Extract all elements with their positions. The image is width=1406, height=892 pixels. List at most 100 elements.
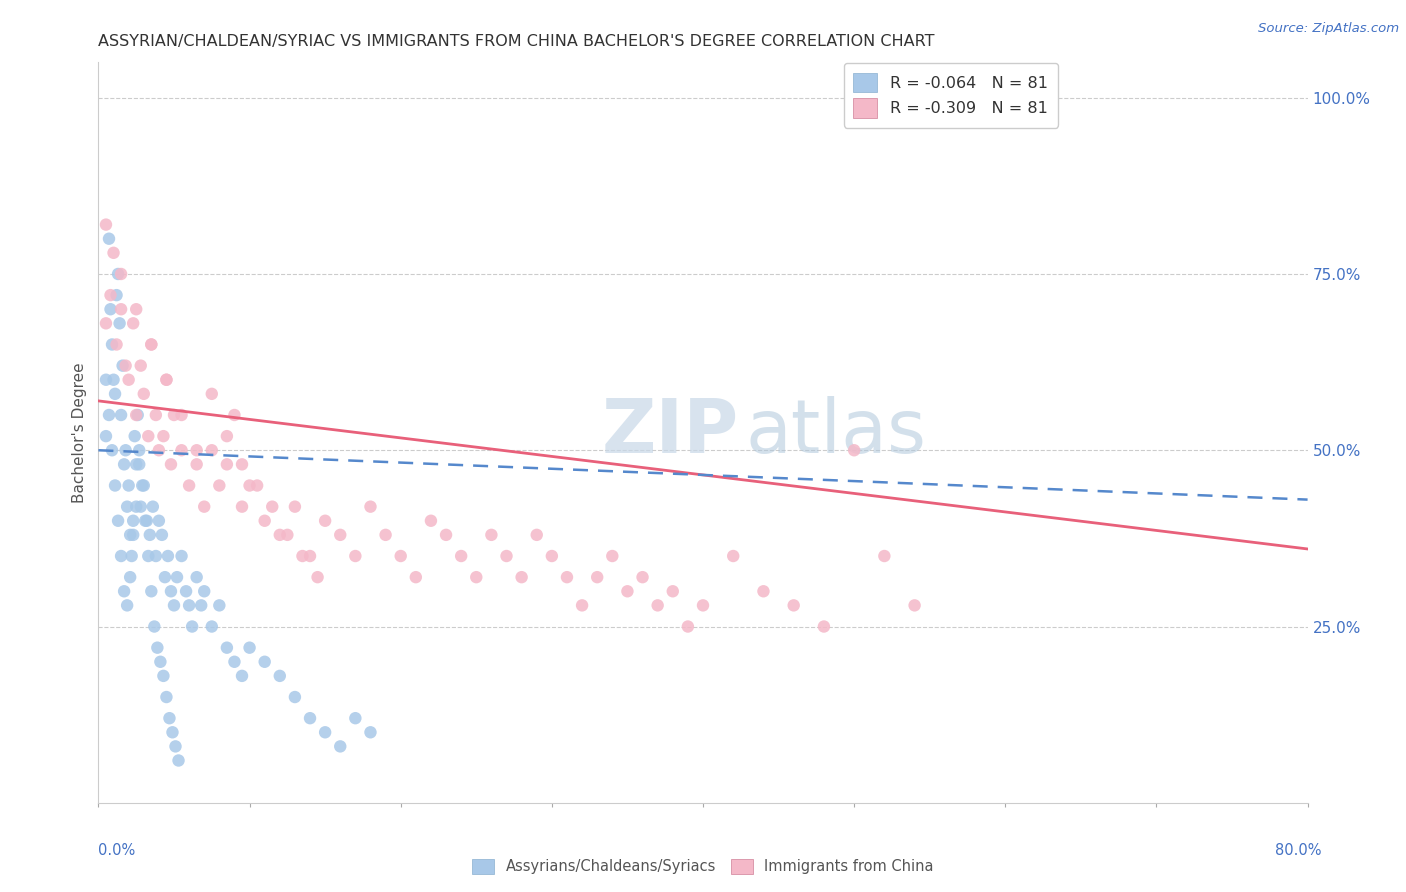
Point: [104, 478, 127, 492]
Point: [179, 599, 201, 613]
Point: [314, 725, 336, 739]
Point: [127, 408, 149, 422]
Point: [420, 514, 443, 528]
Point: [170, 549, 193, 563]
Point: [481, 528, 503, 542]
Point: [136, 549, 159, 563]
Point: [148, 514, 170, 528]
Point: [101, 443, 124, 458]
Point: [132, 387, 155, 401]
Point: [163, 408, 186, 422]
Point: [193, 584, 215, 599]
Point: [692, 599, 714, 613]
Point: [142, 500, 165, 514]
Point: [128, 443, 150, 458]
Point: [128, 458, 150, 472]
Point: [269, 669, 291, 683]
Point: [676, 619, 699, 633]
Point: [201, 619, 224, 633]
Point: [215, 458, 238, 472]
Point: [152, 669, 174, 683]
Point: [186, 458, 208, 472]
Point: [122, 316, 145, 330]
Point: [105, 337, 128, 351]
Point: [170, 408, 193, 422]
Point: [104, 387, 127, 401]
Point: [307, 570, 329, 584]
Legend: Assyrians/Chaldeans/Syriacs, Immigrants from China: Assyrians/Chaldeans/Syriacs, Immigrants …: [467, 853, 939, 880]
Point: [586, 570, 609, 584]
Point: [125, 302, 148, 317]
Point: [224, 408, 246, 422]
Point: [160, 584, 183, 599]
Point: [132, 478, 155, 492]
Point: [100, 302, 122, 317]
Point: [299, 711, 322, 725]
Point: [526, 528, 548, 542]
Point: [208, 478, 231, 492]
Point: [148, 443, 170, 458]
Point: [299, 549, 322, 563]
Point: [94, 316, 117, 330]
Point: [146, 640, 169, 655]
Point: [108, 316, 131, 330]
Point: [141, 337, 163, 351]
Point: [186, 570, 208, 584]
Point: [231, 458, 253, 472]
Point: [118, 478, 141, 492]
Point: [186, 443, 208, 458]
Point: [434, 528, 457, 542]
Point: [571, 599, 593, 613]
Point: [155, 373, 177, 387]
Point: [125, 500, 148, 514]
Point: [174, 584, 197, 599]
Point: [253, 514, 276, 528]
Point: [193, 500, 215, 514]
Text: ZIP: ZIP: [602, 396, 740, 469]
Point: [98, 408, 121, 422]
Point: [314, 514, 336, 528]
Point: [110, 549, 132, 563]
Point: [291, 549, 314, 563]
Text: Source: ZipAtlas.com: Source: ZipAtlas.com: [1258, 22, 1399, 36]
Point: [239, 640, 262, 655]
Point: [344, 549, 367, 563]
Point: [555, 570, 578, 584]
Point: [94, 429, 117, 443]
Point: [110, 267, 132, 281]
Point: [129, 500, 152, 514]
Point: [110, 408, 132, 422]
Point: [114, 443, 136, 458]
Point: [723, 549, 745, 563]
Point: [114, 359, 136, 373]
Point: [156, 549, 179, 563]
Point: [284, 500, 307, 514]
Point: [150, 528, 173, 542]
Point: [115, 599, 138, 613]
Point: [215, 429, 238, 443]
Point: [844, 443, 866, 458]
Point: [112, 584, 135, 599]
Point: [405, 570, 427, 584]
Point: [107, 267, 129, 281]
Point: [110, 302, 132, 317]
Point: [105, 288, 128, 302]
Point: [100, 288, 122, 302]
Point: [122, 514, 145, 528]
Point: [602, 549, 624, 563]
Point: [118, 373, 141, 387]
Point: [269, 528, 291, 542]
Point: [120, 528, 142, 542]
Point: [167, 754, 190, 768]
Point: [103, 245, 125, 260]
Point: [125, 408, 148, 422]
Text: 0.0%: 0.0%: [98, 843, 135, 858]
Point: [145, 408, 167, 422]
Point: [141, 584, 163, 599]
Point: [783, 599, 806, 613]
Point: [510, 570, 533, 584]
Point: [136, 429, 159, 443]
Point: [143, 619, 166, 633]
Point: [129, 359, 152, 373]
Point: [201, 443, 224, 458]
